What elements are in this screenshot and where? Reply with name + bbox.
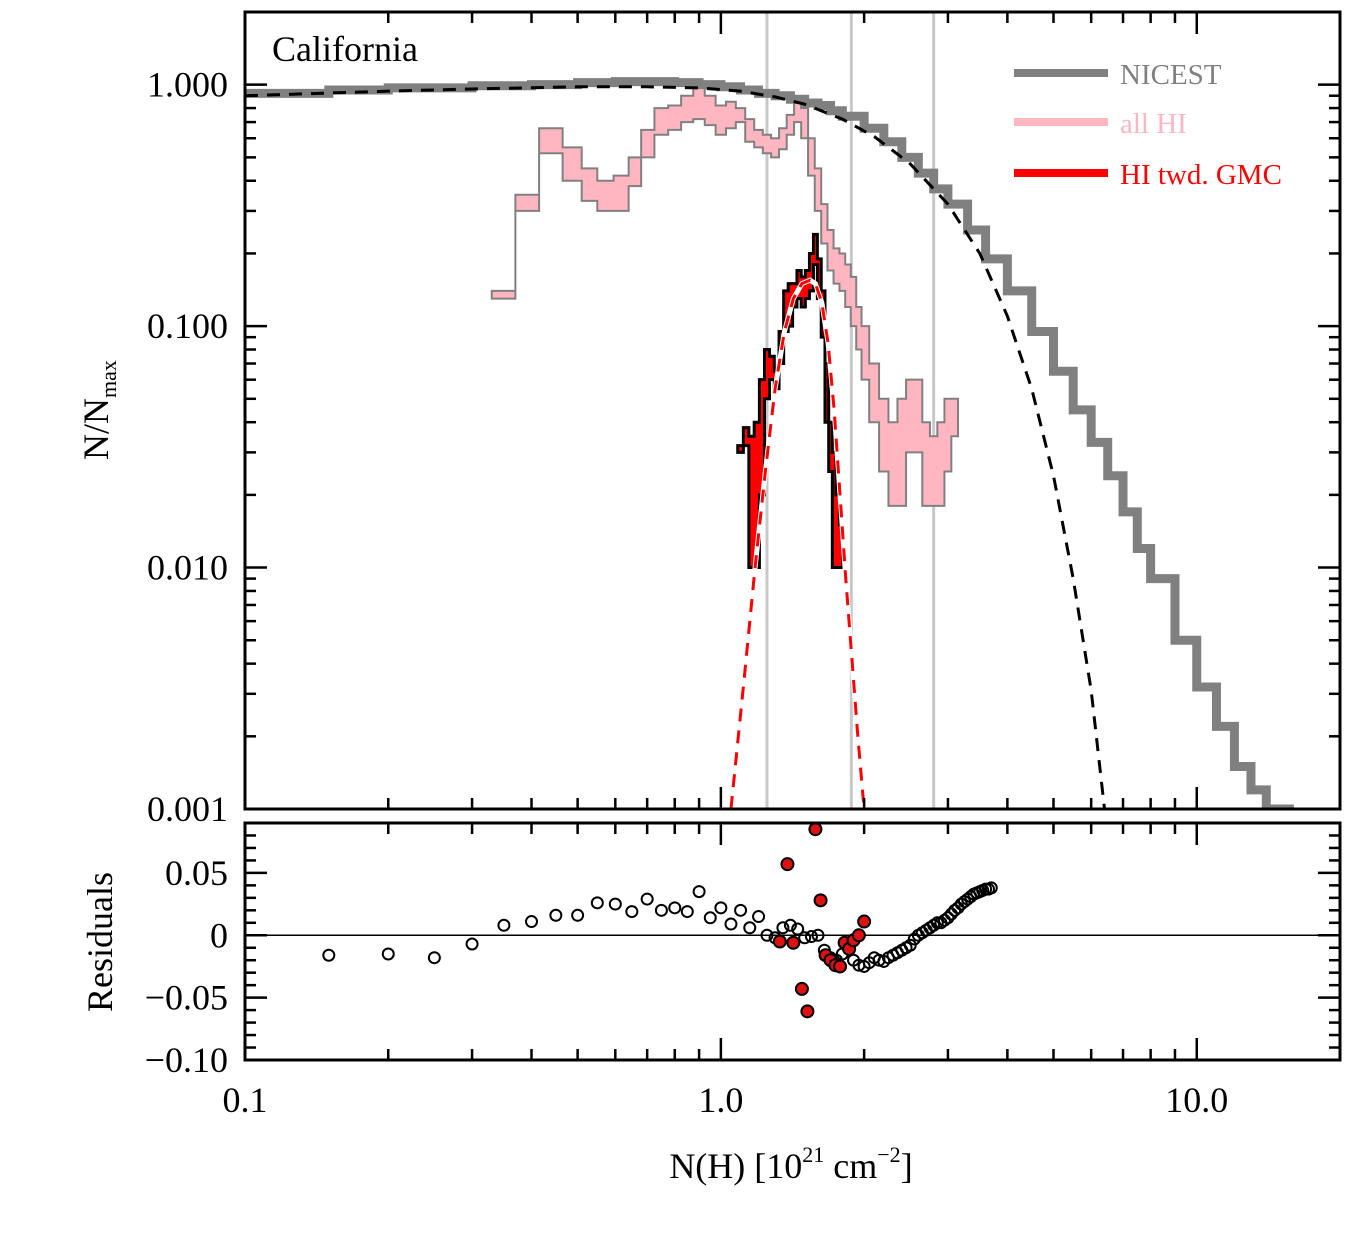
residual-point-open (680, 905, 694, 919)
residual-point-open (798, 931, 812, 945)
nicest-fit-curve (245, 85, 1107, 809)
residual-point-filled (808, 823, 823, 837)
residual-point-open (743, 921, 757, 935)
residual-point-open (608, 897, 622, 911)
residual-point-open (640, 892, 654, 906)
residual-point-open (668, 901, 682, 915)
hi-gmc-band (736, 232, 847, 570)
x-axis-label-exp1: 21 (802, 1142, 824, 1167)
residual-point-open (322, 948, 336, 962)
y-tick-label: 1.000 (147, 65, 228, 105)
residual-point-filled (851, 928, 866, 943)
residual-point-open (941, 911, 955, 925)
residual-point-open (783, 918, 797, 932)
residual-point-open (930, 916, 944, 930)
main-plot-area (245, 12, 1294, 809)
y-axis-label-main-subscript: max (96, 360, 121, 398)
panel-title: California (272, 29, 418, 69)
residuals-y-tick-labels: −0.10 −0.05 0 0.05 (145, 853, 228, 1080)
residual-point-open (724, 917, 738, 931)
residual-point-open (549, 908, 563, 922)
residual-point-filled (794, 981, 809, 996)
legend-label-all-hi: all HI (1120, 108, 1187, 140)
legend-item-hi-gmc: HI twd. GMC (1014, 159, 1282, 191)
y-tick-label: 0.05 (165, 853, 228, 893)
series-hi-gmc (736, 232, 847, 570)
legend: NICEST all HI HI twd. GMC (1014, 59, 1282, 191)
residual-point-open (752, 910, 766, 924)
legend-item-all-hi: all HI (1014, 108, 1187, 140)
hi-gmc-fit-halo (728, 277, 867, 809)
residual-point-filled (813, 893, 828, 908)
legend-item-nicest: NICEST (1014, 59, 1222, 91)
residual-point-open (590, 896, 604, 910)
residual-point-open (791, 922, 805, 936)
residual-point-open (907, 932, 921, 946)
residual-point-filled (857, 914, 872, 929)
x-tick-label: 0.1 (223, 1080, 268, 1120)
y-tick-label: 0 (210, 915, 228, 955)
x-axis-label-main: N(H) [10 (669, 1146, 802, 1186)
series-hi-gmc-fit (728, 277, 867, 809)
residual-point-filled (780, 857, 795, 872)
x-axis-label-end: ] (901, 1146, 913, 1186)
y-tick-label: −0.05 (145, 978, 228, 1018)
residuals-axis-ticks (243, 823, 1342, 1062)
residual-point-filled (786, 935, 801, 950)
residual-point-filled (772, 934, 787, 949)
x-axis-label-unit: cm (824, 1146, 877, 1186)
y-tick-label: −0.10 (145, 1040, 228, 1080)
residuals-frame (243, 821, 1342, 1062)
series-all-hi (490, 83, 960, 507)
residual-point-open (734, 903, 748, 917)
residual-point-open (714, 901, 728, 915)
residual-point-open (654, 903, 668, 917)
all-hi-band (490, 83, 960, 507)
y-tick-label: 0.001 (147, 789, 228, 829)
y-axis-label-main: N/Nmax (76, 360, 121, 460)
residual-point-open (465, 937, 479, 951)
legend-label-nicest: NICEST (1120, 59, 1222, 91)
main-frame (243, 10, 1342, 811)
series-nicest-fit (245, 85, 1107, 809)
y-axis-label-residuals: Residuals (80, 872, 120, 1012)
y-axis-label-main-text: N/N (76, 398, 116, 460)
residual-point-open (427, 951, 441, 965)
residual-point-open (692, 885, 706, 899)
nicest-curve (245, 77, 1294, 809)
legend-label-hi-gmc: HI twd. GMC (1120, 159, 1282, 191)
residual-point-open (571, 908, 585, 922)
residual-point-open (497, 918, 511, 932)
residual-point-open (703, 911, 717, 925)
series-nicest (245, 77, 1294, 809)
residual-point-filled (833, 959, 848, 974)
main-axis-ticks (243, 10, 1342, 811)
x-tick-labels: 0.1 1.0 10.0 (223, 1080, 1229, 1120)
y-tick-label: 0.010 (147, 548, 228, 588)
residual-point-open (804, 930, 818, 944)
residual-point-open (811, 928, 825, 942)
residual-point-filled (800, 1004, 815, 1019)
main-y-tick-labels: 0.001 0.010 0.100 1.000 (147, 65, 228, 829)
x-axis-label-exp2: −2 (877, 1142, 900, 1167)
y-tick-label: 0.100 (147, 306, 228, 346)
x-tick-label: 10.0 (1165, 1080, 1228, 1120)
residual-point-open (776, 921, 790, 935)
main-panel: 0.001 0.010 0.100 1.000 California NICEST a… (76, 10, 1342, 829)
residual-point-open (381, 947, 395, 961)
residuals-plot-area (245, 823, 1340, 1019)
residual-point-open (625, 905, 639, 919)
x-tick-label: 1.0 (698, 1080, 743, 1120)
x-axis-label: N(H) [1021 cm−2] (669, 1142, 912, 1186)
residual-points-filled (772, 823, 872, 1019)
residual-point-open (525, 915, 539, 929)
residual-point-open (760, 928, 774, 942)
residual-point-open (984, 881, 998, 895)
residual-points-open (322, 881, 998, 973)
residuals-panel: −0.10 −0.05 0 0.05 0.1 1.0 10.0 Residuals N(H… (80, 821, 1342, 1186)
